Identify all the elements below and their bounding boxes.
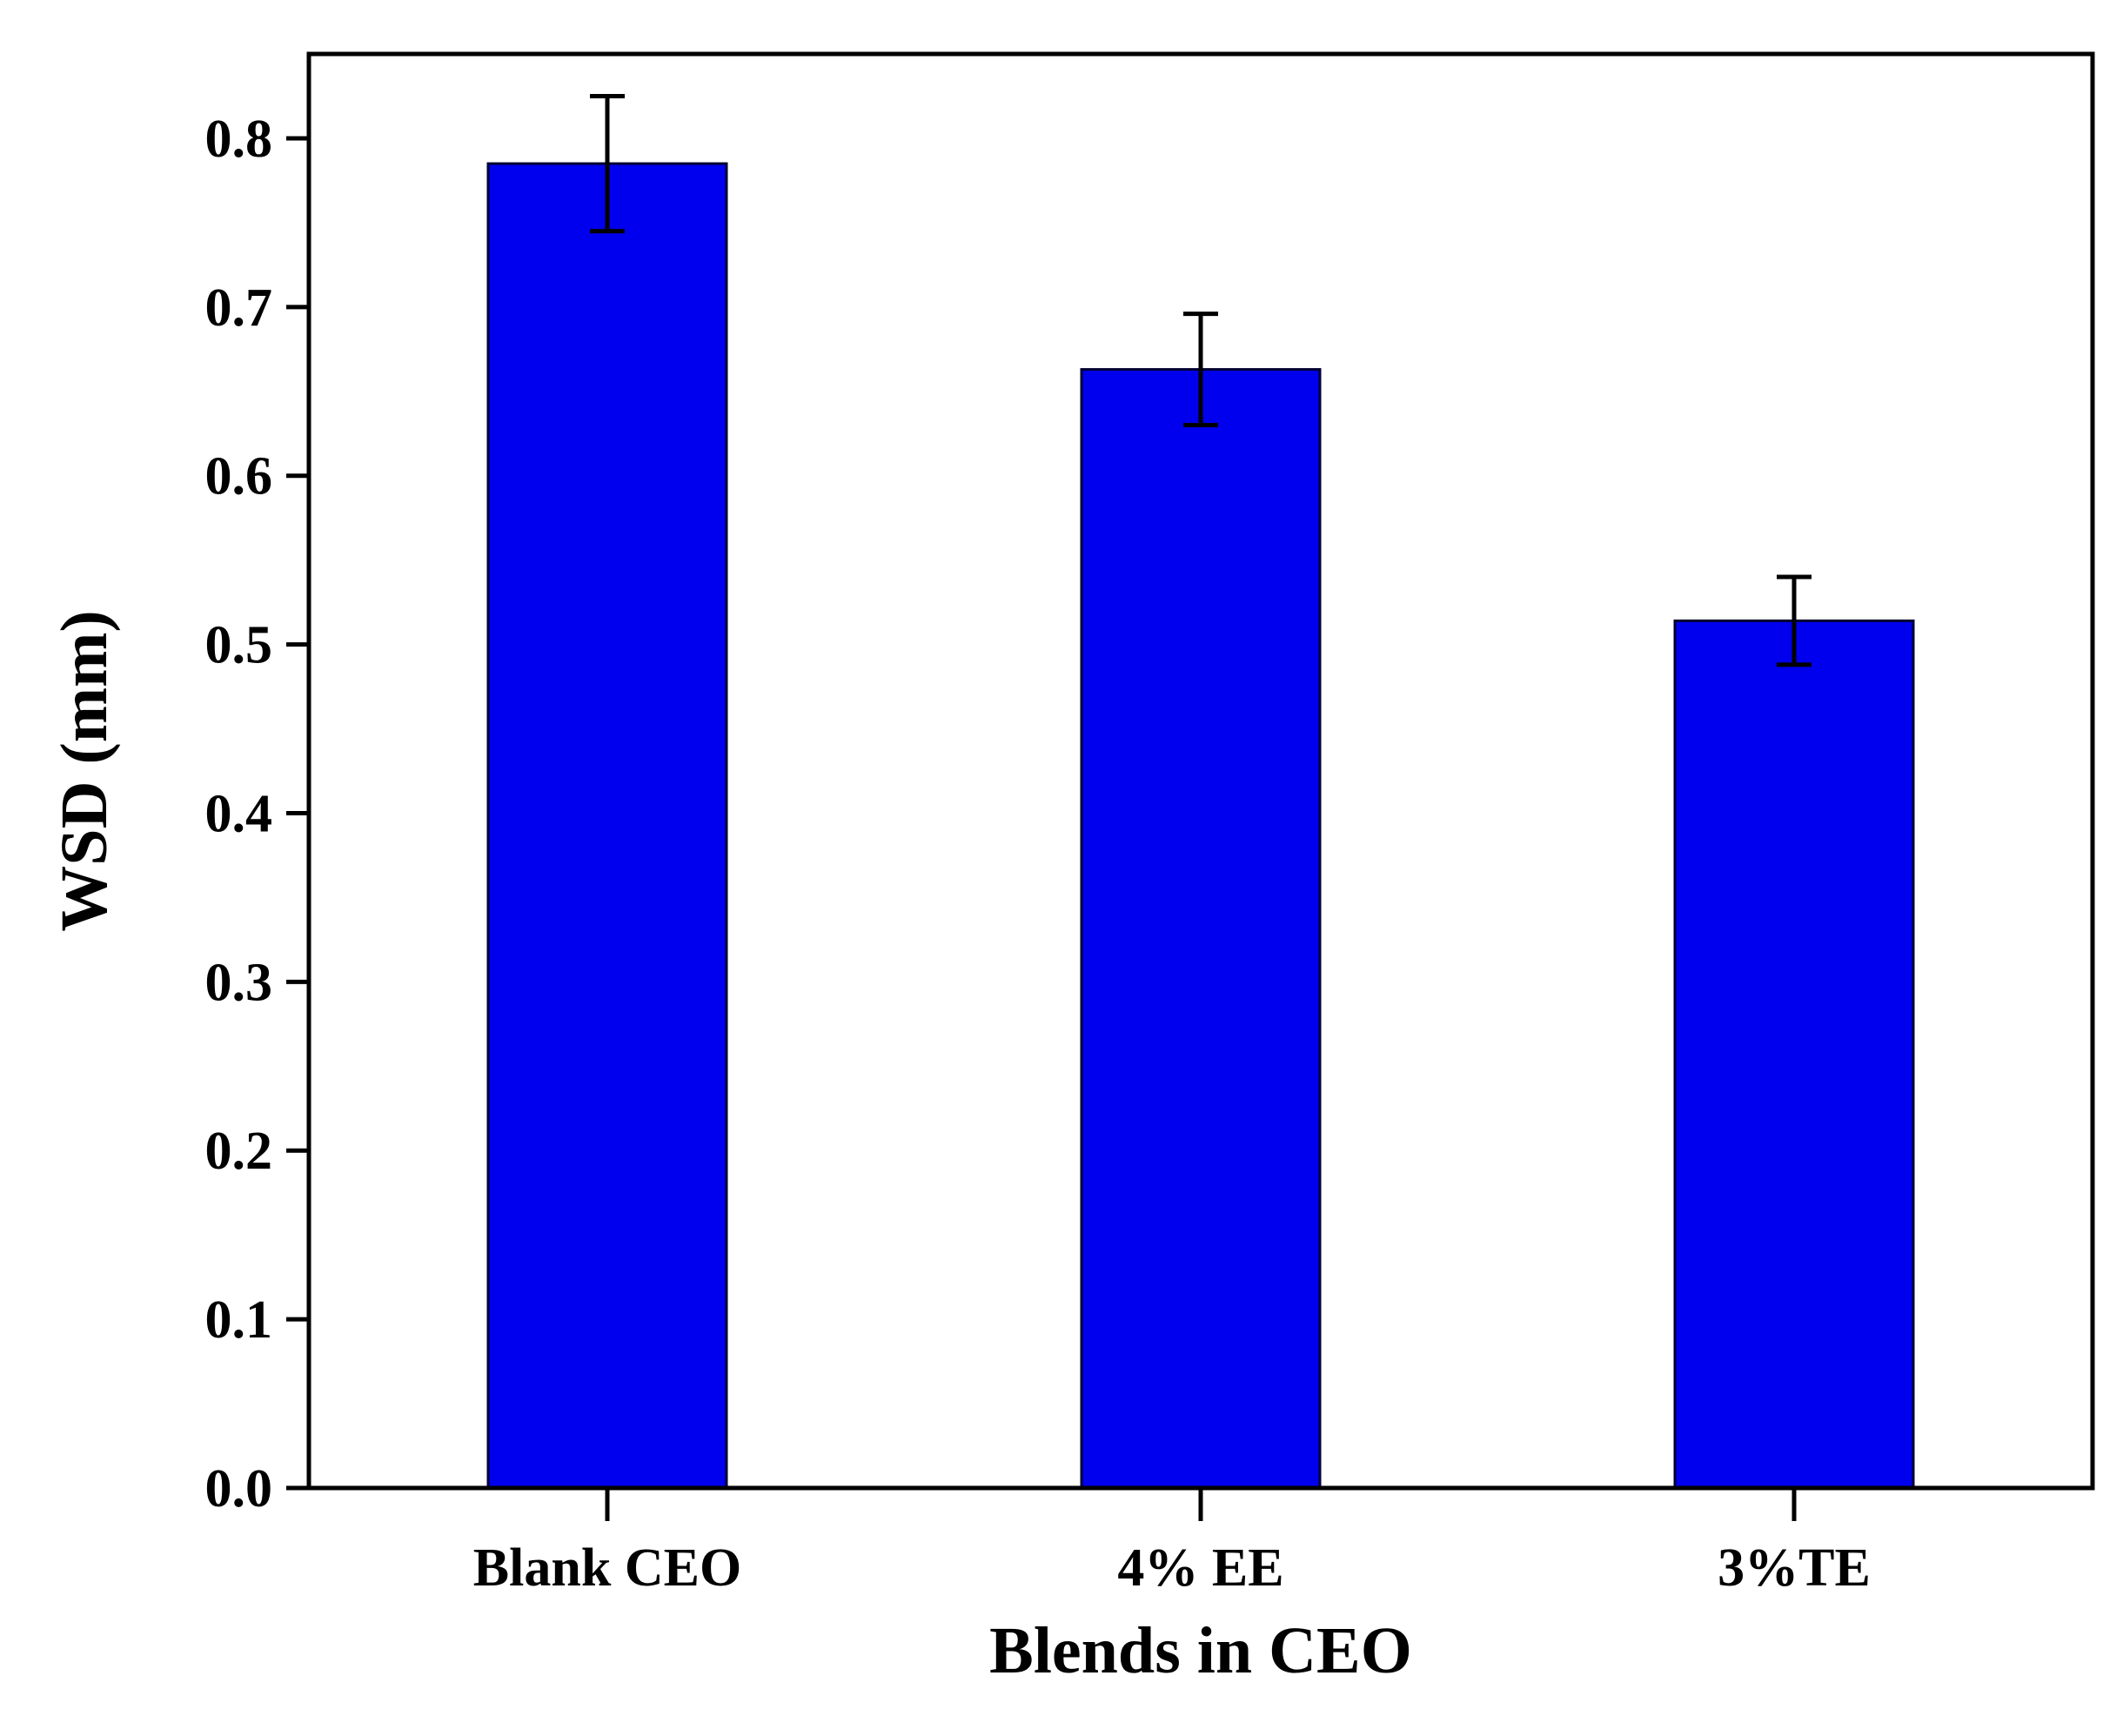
- x-axis-title: Blends in CEO: [989, 1614, 1412, 1687]
- x-axis-ticks: Blank CEO 4% EE 3%TE: [473, 1488, 1871, 1598]
- y-tick-label: 0.3: [205, 953, 273, 1012]
- y-tick-label: 0.7: [205, 278, 273, 338]
- y-axis-title: WSD (mm): [48, 610, 121, 931]
- bar-2: [1673, 619, 1915, 1490]
- y-tick-label: 0.0: [205, 1459, 273, 1518]
- y-tick-label: 0.5: [205, 616, 273, 675]
- y-tick-label: 0.4: [205, 784, 273, 843]
- error-bar-1: [1183, 312, 1218, 428]
- x-tick-label: 3%TE: [1718, 1538, 1871, 1598]
- y-tick-label: 0.6: [205, 447, 273, 506]
- y-tick-label: 0.2: [205, 1122, 273, 1181]
- y-tick-label: 0.1: [205, 1290, 273, 1350]
- bar-0: [486, 162, 728, 1490]
- y-tick-label: 0.8: [205, 110, 273, 169]
- x-tick-label: Blank CEO: [473, 1538, 741, 1598]
- error-bar-0: [590, 93, 625, 234]
- x-tick-label: 4% EE: [1117, 1538, 1283, 1598]
- bar-1: [1080, 368, 1322, 1490]
- error-bars-layer: [590, 93, 1812, 667]
- error-bar-2: [1777, 574, 1812, 667]
- y-axis-ticks: 0.0 0.1 0.2 0.3 0.4 0.5 0.6 0.7 0.8: [205, 110, 309, 1518]
